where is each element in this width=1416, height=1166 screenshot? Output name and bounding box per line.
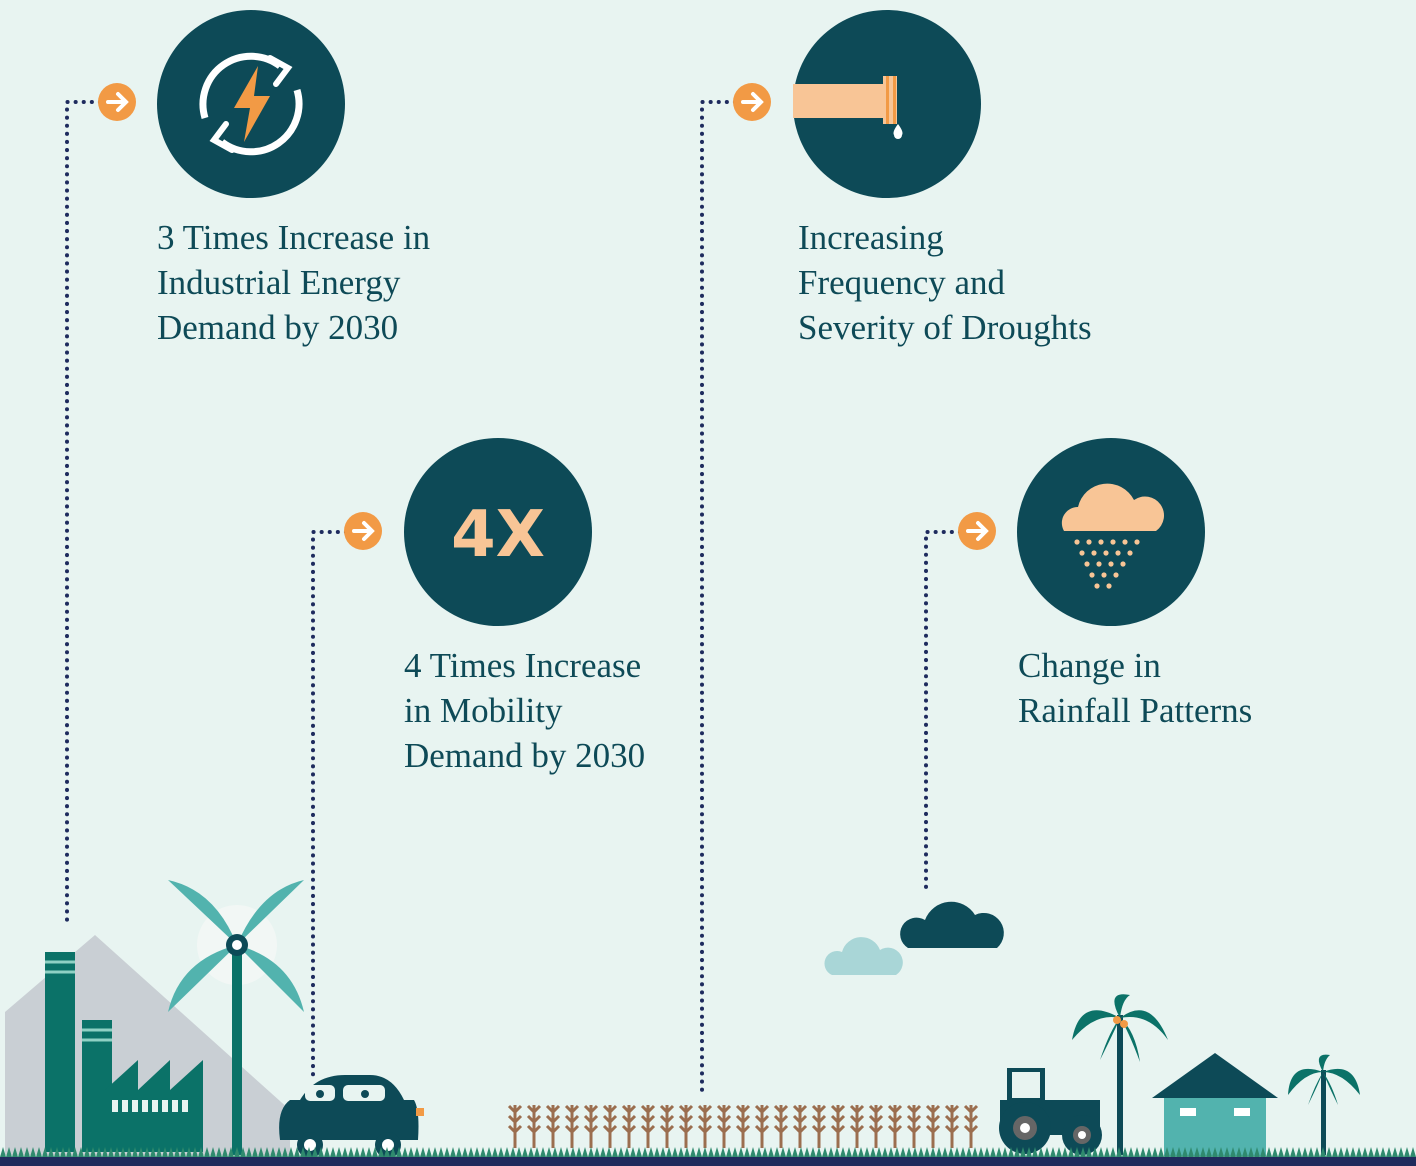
rain-drop	[1096, 561, 1101, 566]
rain-drop	[1113, 572, 1118, 577]
drought-icon	[793, 10, 981, 198]
rain-drop	[1094, 583, 1099, 588]
rain-drop	[1108, 561, 1113, 566]
rain-drop	[1115, 550, 1120, 555]
icon-text: 4X	[451, 498, 545, 572]
label-line: 3 Times Increase in	[157, 218, 430, 257]
energy-icon	[157, 10, 345, 198]
label-line: Increasing	[798, 218, 944, 257]
arrow-badge	[958, 512, 996, 550]
label-line: Demand by 2030	[404, 736, 645, 775]
rain-drop	[1101, 572, 1106, 577]
rain-drop	[1079, 550, 1084, 555]
infographic: 4X 3 Times Increase in Industrial Energy…	[0, 0, 1416, 1166]
page: {"items": [ {"lines": ["3 Times Increase…	[0, 0, 1416, 1166]
rain-drop	[1127, 550, 1132, 555]
rain-drop	[1110, 539, 1115, 544]
rain-drop	[1122, 539, 1127, 544]
rain-drop	[1106, 583, 1111, 588]
rain-drop	[1074, 539, 1079, 544]
rain-drop	[1086, 539, 1091, 544]
rain-drop	[1084, 561, 1089, 566]
rain-drop	[1134, 539, 1139, 544]
arrow-badge	[733, 83, 771, 121]
rainfall-icon	[1017, 438, 1205, 626]
label-line: Industrial Energy	[157, 263, 401, 302]
mobility-icon: 4X	[404, 438, 592, 626]
label-line: in Mobility	[404, 691, 563, 730]
label-line: Demand by 2030	[157, 308, 398, 347]
rain-drop	[1091, 550, 1096, 555]
label-line: Frequency and	[798, 263, 1006, 302]
rain-drop	[1120, 561, 1125, 566]
arrow-badge	[98, 83, 136, 121]
rain-drop	[1089, 572, 1094, 577]
rain-drop	[1098, 539, 1103, 544]
rain-drop	[1103, 550, 1108, 555]
label-line: Change in	[1018, 646, 1161, 685]
label-line: Rainfall Patterns	[1018, 691, 1252, 730]
label-line: Severity of Droughts	[798, 308, 1092, 347]
label-line: 4 Times Increase	[404, 646, 641, 685]
arrow-badge	[344, 512, 382, 550]
